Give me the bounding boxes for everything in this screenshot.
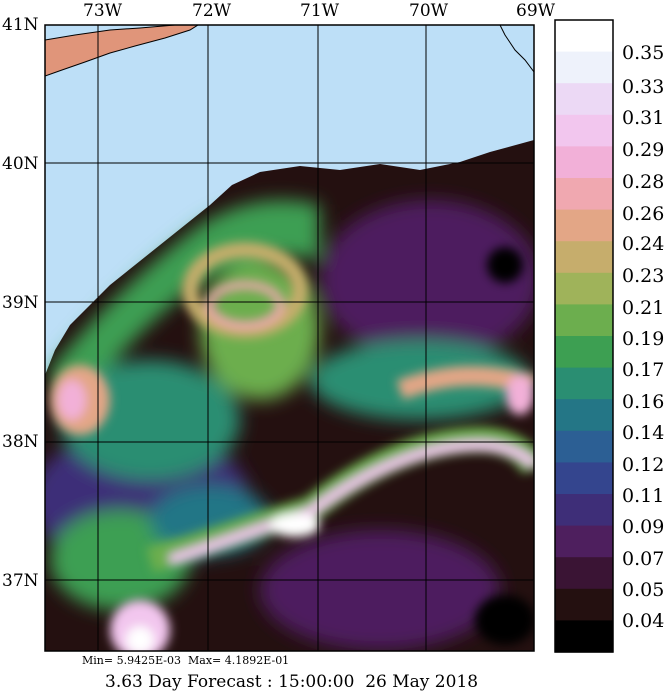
lat-label: 40N — [2, 154, 39, 174]
colorbar-swatch — [555, 462, 613, 495]
colorbar-swatch — [555, 178, 613, 211]
colorbar-swatch — [555, 399, 613, 432]
colorbar-label: 0.35 — [622, 42, 664, 64]
min-max-stats: Min= 5.9425E-03 Max= 4.1892E-01 — [82, 654, 290, 667]
colorbar-swatch — [555, 430, 613, 463]
lon-label: 72W — [192, 1, 232, 21]
colorbar-frame — [554, 19, 614, 653]
colorbar-swatch — [555, 51, 613, 84]
colorbar-swatch — [555, 336, 613, 369]
colorbar-label: 0.14 — [622, 422, 664, 444]
colorbar-label: 0.12 — [622, 454, 664, 476]
lat-label: 38N — [2, 432, 39, 452]
lon-label: 69W — [516, 1, 556, 21]
colorbar-swatch — [555, 620, 613, 653]
colorbar-label: 0.17 — [622, 359, 664, 381]
colorbar-label: 0.28 — [622, 171, 664, 193]
latitude-labels: 41N 40N 39N 38N 37N — [2, 15, 39, 591]
colorbar-label: 0.24 — [622, 233, 664, 255]
colorbar-swatch — [555, 114, 613, 147]
colorbar-swatch — [555, 209, 613, 242]
lon-label: 71W — [300, 1, 340, 21]
colorbar-label: 0.29 — [622, 139, 664, 161]
field-highlights — [50, 242, 534, 651]
colorbar-labels: 0.35 0.33 0.31 0.29 0.28 0.26 0.24 0.23 … — [622, 42, 664, 632]
colorbar — [555, 20, 613, 653]
colorbar-swatch — [555, 494, 613, 527]
colorbar-label: 0.23 — [622, 265, 664, 287]
colorbar-swatch — [555, 20, 613, 53]
lat-label: 37N — [2, 571, 39, 591]
colorbar-label: 0.16 — [622, 391, 664, 413]
forecast-timestamp: 3.63 Day Forecast : 15:00:00 26 May 2018 — [105, 672, 479, 692]
colorbar-label: 0.26 — [622, 203, 664, 225]
colorbar-label: 0.05 — [622, 579, 664, 601]
colorbar-label: 0.19 — [622, 328, 664, 350]
colorbar-swatch — [555, 83, 613, 116]
colorbar-label: 0.33 — [622, 76, 664, 98]
coast-line-east — [499, 25, 534, 73]
colorbar-label: 0.09 — [622, 516, 664, 538]
colorbar-swatch — [555, 241, 613, 274]
colorbar-swatch — [555, 557, 613, 590]
map-frame — [44, 24, 535, 652]
colorbar-swatch — [555, 146, 613, 179]
colorbar-label: 0.04 — [622, 610, 664, 632]
colorbar-swatch — [555, 272, 613, 305]
map-plot-area — [45, 25, 534, 651]
lon-label: 73W — [83, 1, 123, 21]
colorbar-swatch — [555, 525, 613, 558]
lon-label: 70W — [409, 1, 449, 21]
colorbar-label: 0.11 — [622, 485, 664, 507]
colorbar-label: 0.21 — [622, 297, 664, 319]
graticule — [45, 25, 534, 651]
land-long-island — [45, 25, 198, 76]
colorbar-swatch — [555, 588, 613, 621]
coastline — [45, 25, 199, 77]
colorbar-swatch — [555, 367, 613, 400]
colorbar-label: 0.07 — [622, 548, 664, 570]
longitude-labels: 73W 72W 71W 70W 69W — [83, 1, 556, 21]
lat-label: 41N — [2, 15, 39, 35]
colorbar-swatch — [555, 304, 613, 337]
lat-label: 39N — [2, 293, 39, 313]
colorbar-label: 0.31 — [622, 107, 664, 129]
